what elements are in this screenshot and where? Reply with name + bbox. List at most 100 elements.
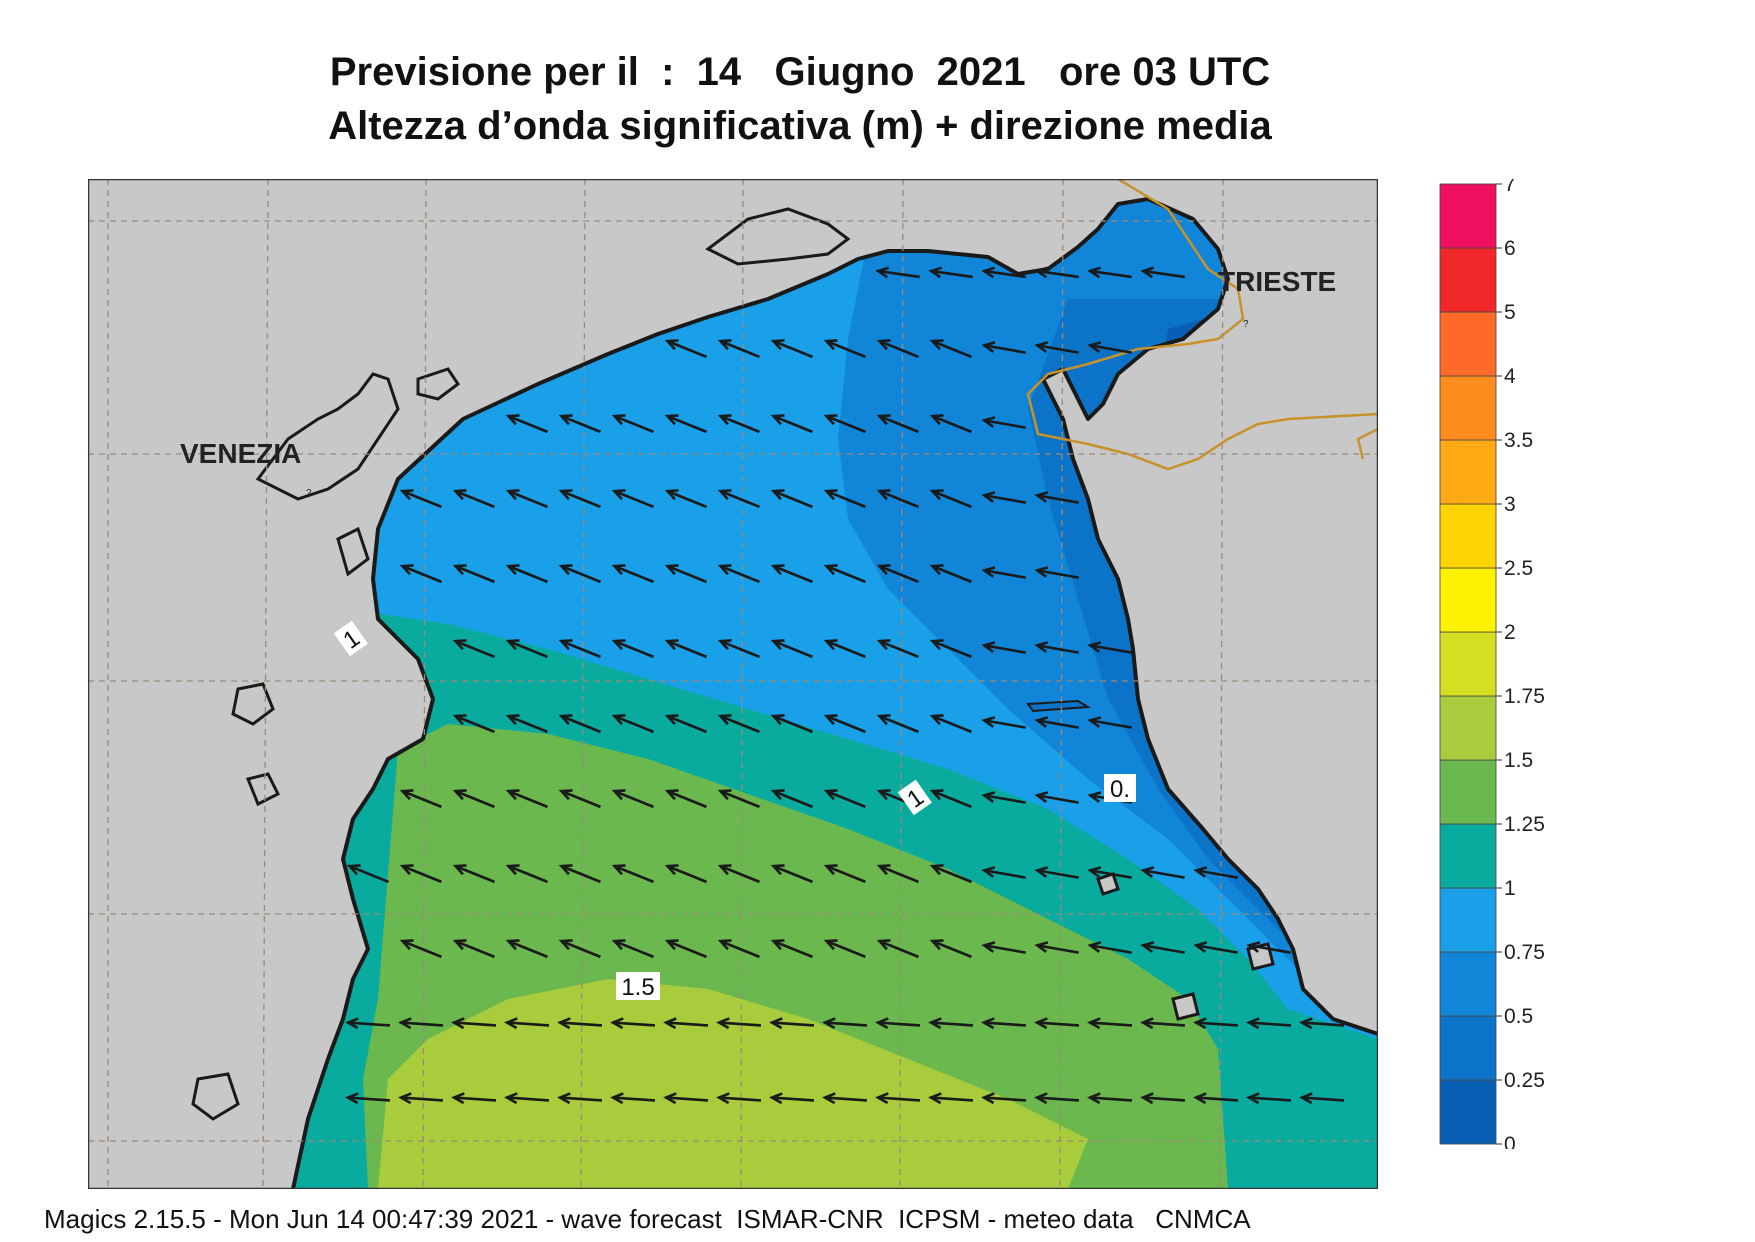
- wave-arrow: [455, 939, 495, 959]
- wave-arrow-head: [981, 341, 996, 353]
- wave-arrow-head: [1193, 866, 1208, 878]
- wave-arrow: [400, 1021, 444, 1027]
- wave-arrow: [561, 414, 601, 434]
- wave-arrow: [667, 864, 707, 884]
- wave-arrow: [720, 864, 760, 884]
- wave-arrow: [773, 789, 813, 809]
- wave-arrow: [453, 1096, 497, 1102]
- wave-arrow-head: [346, 864, 361, 876]
- wave-arrow: [877, 1021, 921, 1027]
- wave-arrow: [879, 939, 919, 959]
- wave-arrow-head: [770, 414, 785, 426]
- wave-arrow: [1037, 794, 1079, 804]
- wave-arrow-head: [558, 939, 573, 951]
- wave-arrow: [984, 494, 1026, 504]
- wave-arrow-head: [929, 639, 944, 651]
- wave-arrow-head: [558, 414, 573, 426]
- wave-arrow-head: [664, 714, 679, 726]
- wave-direction-arrows: [345, 266, 1345, 1105]
- wave-arrow: [826, 789, 866, 809]
- wave-arrow-head: [505, 564, 520, 576]
- wave-arrow: [773, 714, 813, 734]
- legend-swatch: [1439, 887, 1497, 953]
- wave-arrow: [667, 564, 707, 584]
- wave-arrow: [402, 864, 442, 884]
- legend-level-label: 1: [1504, 877, 1516, 900]
- wave-arrow: [1143, 269, 1185, 279]
- wave-arrow-head: [1299, 1017, 1313, 1030]
- legend-level-label: 2.5: [1504, 557, 1533, 580]
- wave-arrow-head: [876, 789, 891, 801]
- wave-arrow: [667, 939, 707, 959]
- wave-arrow-head: [981, 566, 996, 578]
- wave-arrow-head: [664, 939, 679, 951]
- wave-arrow-head: [928, 1092, 942, 1105]
- wave-arrow-head: [876, 714, 891, 726]
- wave-arrow-head: [1193, 1017, 1207, 1030]
- wave-arrow: [932, 714, 972, 734]
- wave-arrow: [667, 789, 707, 809]
- wave-arrow-head: [399, 789, 414, 801]
- wave-arrow: [932, 864, 972, 884]
- wave-arrow-head: [717, 414, 732, 426]
- wave-arrow-head: [770, 564, 785, 576]
- wave-arrow-head: [1087, 1092, 1101, 1105]
- wave-arrow-head: [769, 1092, 783, 1105]
- wave-arrow-head: [611, 714, 626, 726]
- wave-arrow-head: [1087, 1017, 1101, 1030]
- contour-label: 1.5: [616, 972, 660, 1001]
- country-border: [1026, 177, 1379, 471]
- wave-arrow-head: [1246, 941, 1261, 953]
- wave-arrow-head: [399, 564, 414, 576]
- wave-arrow-head: [399, 939, 414, 951]
- wave-arrow-head: [1140, 1017, 1154, 1030]
- wave-arrow-head: [1193, 941, 1208, 953]
- wave-arrow-head: [452, 489, 467, 501]
- wave-arrow-head: [664, 489, 679, 501]
- wave-arrow: [455, 564, 495, 584]
- wave-arrow-head: [981, 941, 996, 953]
- wave-arrow: [508, 714, 548, 734]
- wave-arrow-head: [823, 339, 838, 351]
- wave-arrow: [773, 939, 813, 959]
- wave-arrow-head: [981, 641, 996, 653]
- wave-arrow: [931, 269, 973, 279]
- wave-arrow: [826, 489, 866, 509]
- wave-arrow-head: [770, 639, 785, 651]
- wave-arrow: [667, 714, 707, 734]
- wave-arrow-head: [717, 564, 732, 576]
- wave-arrow-head: [717, 339, 732, 351]
- wave-arrow: [508, 864, 548, 884]
- wave-map: 1 1 1.5 0. VENEZIA TRIESTE ? ?: [87, 177, 1379, 1194]
- wave-arrow: [720, 339, 760, 359]
- wave-arrow: [455, 639, 495, 659]
- forecast-subtitle: Altezza d’onda significativa (m) + direz…: [328, 104, 1272, 148]
- wave-arrow: [720, 639, 760, 659]
- map-frame: [87, 178, 1379, 1190]
- wave-arrow: [984, 569, 1026, 579]
- wave-arrow-head: [717, 639, 732, 651]
- wave-arrow-head: [716, 1017, 730, 1030]
- wave-arrow: [771, 1021, 815, 1027]
- legend-level-label: 2: [1504, 621, 1516, 644]
- wave-arrow: [826, 864, 866, 884]
- wave-arrow-head: [1087, 716, 1102, 728]
- wave-arrow-head: [929, 564, 944, 576]
- wave-arrow: [349, 864, 389, 884]
- wave-arrow-head: [928, 266, 943, 279]
- wave-arrow-head: [611, 864, 626, 876]
- wave-arrow-head: [822, 1092, 836, 1105]
- wave-arrow-head: [452, 939, 467, 951]
- contour-label: 0.: [1104, 774, 1136, 803]
- wave-arrow-head: [505, 864, 520, 876]
- legend-level-label: 4: [1504, 365, 1516, 388]
- wave-arrow: [612, 1096, 656, 1102]
- coastline-features: [191, 197, 1379, 1190]
- legend-swatch: [1439, 951, 1497, 1017]
- wave-arrow: [1195, 1021, 1239, 1027]
- wave-arrow-head: [399, 489, 414, 501]
- wave-arrow-head: [770, 714, 785, 726]
- wave-arrow: [455, 489, 495, 509]
- wave-arrow-head: [1034, 1092, 1048, 1105]
- wave-arrow: [561, 864, 601, 884]
